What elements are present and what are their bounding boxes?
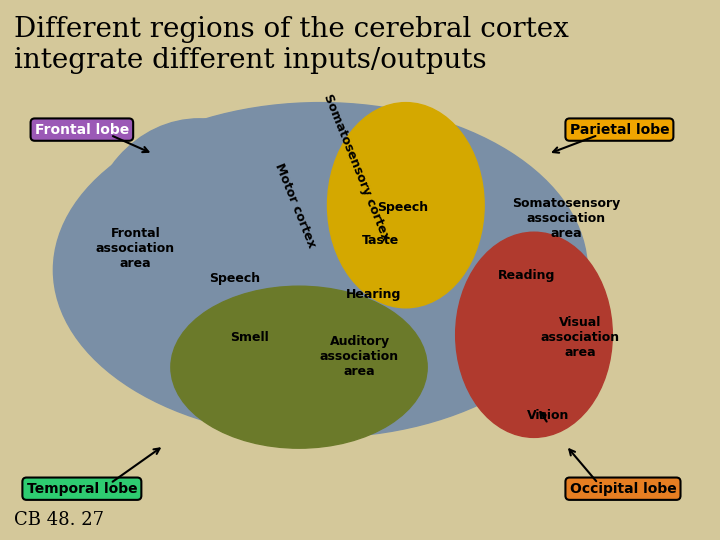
Text: Reading: Reading (498, 269, 556, 282)
Text: Speech: Speech (377, 201, 428, 214)
Ellipse shape (456, 232, 612, 437)
Ellipse shape (53, 103, 588, 437)
Text: Parietal lobe: Parietal lobe (570, 123, 669, 137)
Text: Frontal
association
area: Frontal association area (96, 227, 175, 270)
Ellipse shape (328, 103, 484, 308)
Text: Speech: Speech (210, 272, 261, 285)
Text: Different regions of the cerebral cortex
integrate different inputs/outputs: Different regions of the cerebral cortex… (14, 16, 569, 75)
Text: CB 48. 27: CB 48. 27 (14, 511, 104, 529)
Text: Auditory
association
area: Auditory association area (320, 335, 399, 378)
Text: Taste: Taste (362, 234, 400, 247)
Text: Somatosensory cortex: Somatosensory cortex (320, 92, 392, 242)
Text: Visual
association
area: Visual association area (541, 316, 620, 359)
Text: Hearing: Hearing (346, 288, 402, 301)
Text: Smell: Smell (230, 331, 269, 344)
Ellipse shape (86, 119, 313, 378)
Ellipse shape (171, 286, 427, 448)
Text: Temporal lobe: Temporal lobe (27, 482, 138, 496)
Text: Somatosensory
association
area: Somatosensory association area (512, 197, 620, 240)
Text: Frontal lobe: Frontal lobe (35, 123, 129, 137)
Text: Vision: Vision (527, 409, 570, 422)
Text: Motor cortex: Motor cortex (273, 161, 318, 249)
Text: Occipital lobe: Occipital lobe (570, 482, 676, 496)
